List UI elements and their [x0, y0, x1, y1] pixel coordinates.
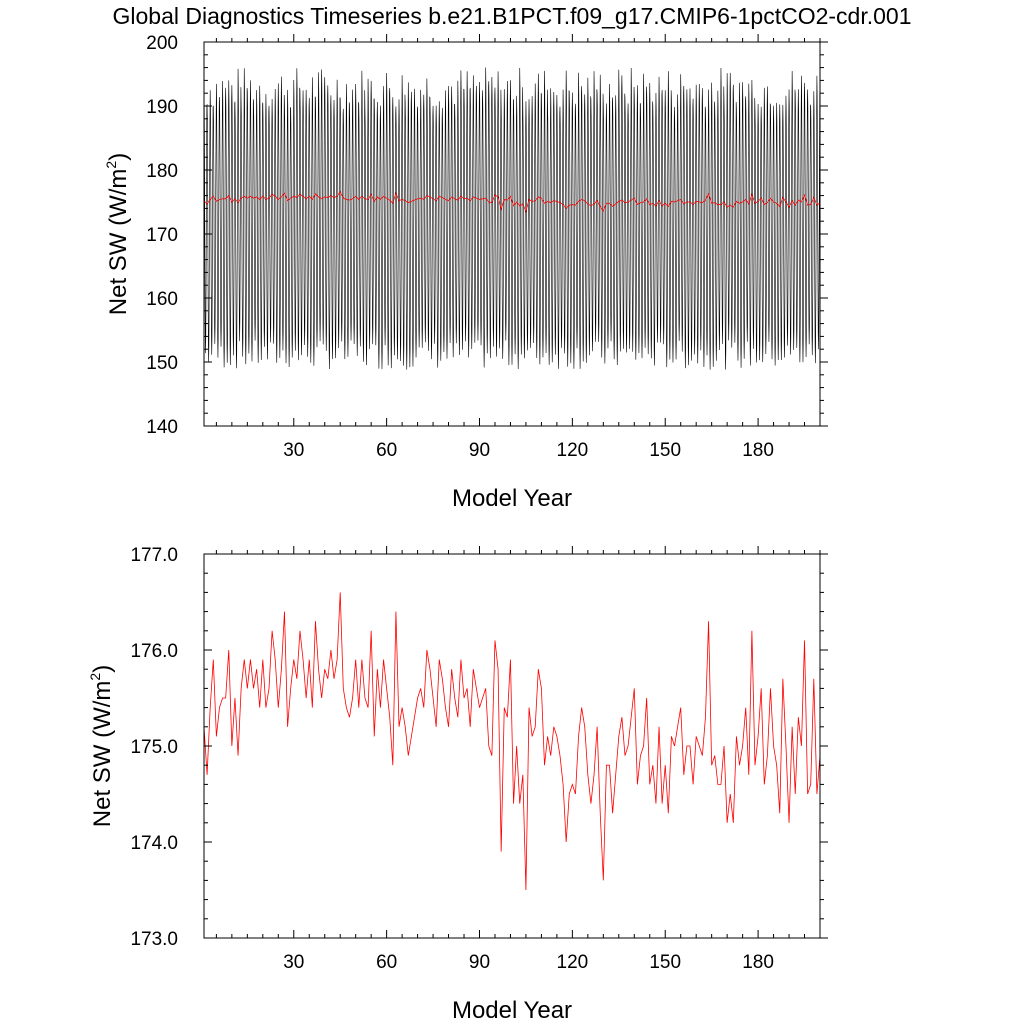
y-axis-label-main: Net SW (W/m [89, 681, 116, 828]
y-tick-label: 174.0 [130, 833, 178, 854]
x-tick-label: 30 [283, 952, 304, 973]
y-axis-label: Net SW (W/m2) [87, 665, 116, 827]
y-axis: 173.0 174.0 175.0 176.0 177.0 Net SW (W/m2) [87, 545, 828, 950]
y-tick-label: 190 [146, 97, 178, 118]
y-tick-label: 200 [146, 33, 178, 54]
y-tick-label: 160 [146, 289, 178, 310]
x-tick-label: 90 [469, 440, 490, 461]
y-axis-label-superscript: 2 [103, 161, 119, 169]
plot-area [204, 592, 820, 891]
x-tick-label: 120 [557, 952, 589, 973]
annual-mean-series-line [204, 592, 820, 891]
x-tick-label: 60 [376, 952, 397, 973]
y-tick-label: 180 [146, 161, 178, 182]
monthly-series-line [204, 67, 820, 370]
panel-top-timeseries: 30 60 90 120 150 180 Model Year 140 150 160 170 180… [103, 33, 828, 512]
y-axis-label-close: ) [89, 665, 116, 673]
y-axis-label-superscript: 2 [87, 673, 103, 681]
y-tick-label: 175.0 [130, 737, 178, 758]
x-tick-label: 180 [742, 952, 774, 973]
y-axis: 140 150 160 170 180 190 200 Net SW (W/m2) [103, 33, 828, 438]
x-tick-label: 60 [376, 440, 397, 461]
annual-mean-series-line [204, 190, 820, 213]
x-axis: 30 60 90 120 150 180 Model Year [215, 546, 821, 1024]
x-axis-label: Model Year [452, 485, 572, 512]
x-tick-label: 150 [649, 440, 681, 461]
x-tick-label: 90 [469, 952, 490, 973]
y-tick-label: 140 [146, 417, 178, 438]
y-axis-label-close: ) [105, 153, 132, 161]
y-axis-label: Net SW (W/m2) [103, 153, 132, 315]
x-tick-label: 150 [649, 952, 681, 973]
y-tick-label: 150 [146, 353, 178, 374]
x-axis: 30 60 90 120 150 180 Model Year [215, 34, 821, 512]
y-tick-label: 177.0 [130, 545, 178, 566]
panel-bottom-annual-mean: 30 60 90 120 150 180 Model Year 173.0 174.0 175.0… [87, 545, 828, 1024]
chart-title: Global Diagnostics Timeseries b.e21.B1PC… [112, 3, 911, 29]
x-tick-label: 120 [557, 440, 589, 461]
y-tick-label: 170 [146, 225, 178, 246]
x-tick-label: 180 [742, 440, 774, 461]
plot-area [204, 67, 820, 370]
y-axis-label-main: Net SW (W/m [105, 169, 132, 316]
x-axis-label: Model Year [452, 997, 572, 1024]
y-tick-label: 176.0 [130, 641, 178, 662]
x-tick-label: 30 [283, 440, 304, 461]
y-tick-label: 173.0 [130, 929, 178, 950]
